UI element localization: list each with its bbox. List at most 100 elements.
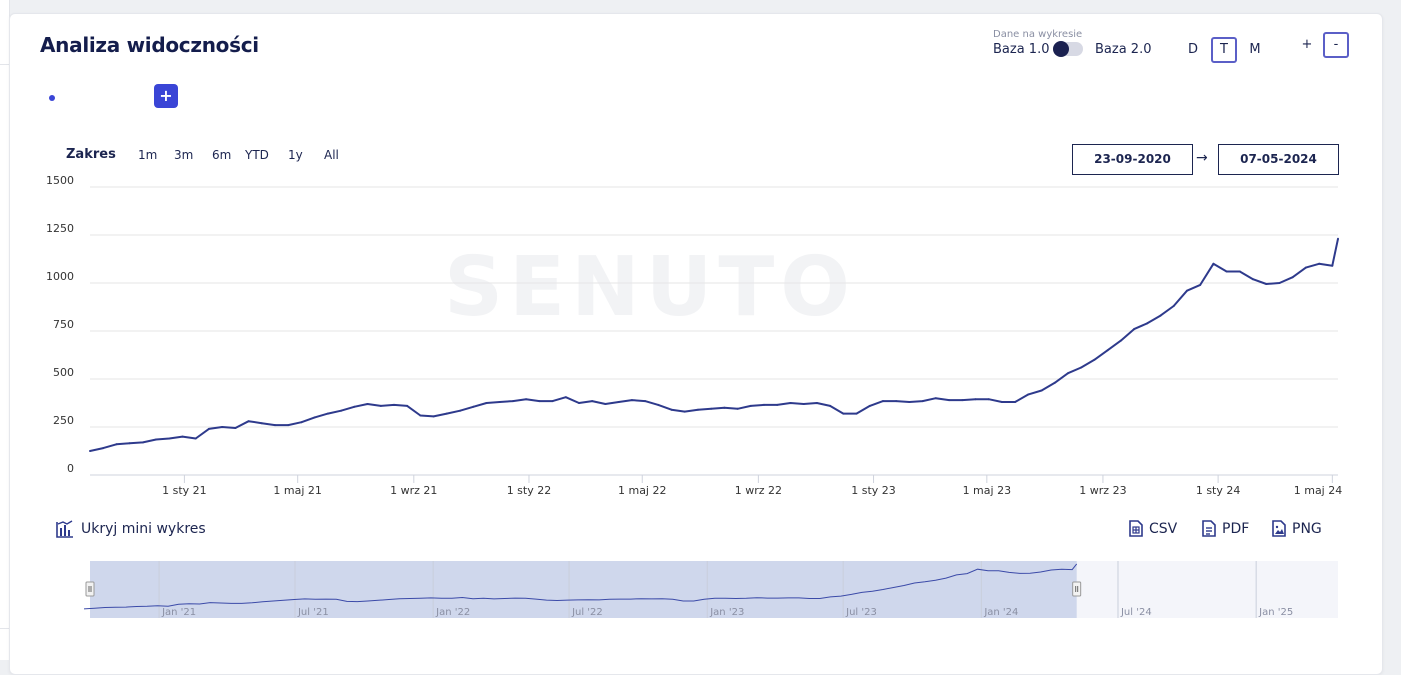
range-1y-button[interactable]: 1y [288,148,303,162]
data-point [432,415,435,418]
data-point [842,412,845,415]
data-point [89,450,91,452]
data-point [366,403,369,405]
data-point [379,404,382,407]
toggle-knob[interactable] [1053,41,1069,57]
data-point [1067,372,1069,375]
bar-chart-icon [56,520,73,538]
hide-mini-chart-button[interactable]: Ukryj mini wykres [55,519,206,539]
data-point [604,403,607,405]
data-point [393,403,395,406]
data-point [419,414,422,417]
data-point [1106,349,1109,352]
data-point [1014,401,1017,403]
data-point [855,412,858,415]
date-to-input[interactable]: 07-05-2024 [1218,144,1339,175]
data-point [1212,262,1215,265]
data-point [511,400,514,403]
data-point [234,427,237,429]
base-1-label: Baza 1.0 [993,42,1050,57]
data-point [300,421,303,424]
left-pane-divider [0,64,9,65]
data-point [578,402,580,404]
data-point [1304,266,1307,269]
range-label: Zakres [66,147,116,162]
zoom-out-button[interactable]: - [1323,32,1349,58]
data-point [551,400,554,403]
data-point [472,405,475,408]
data-point [644,400,647,403]
data-point [155,438,158,441]
export-csv-button[interactable]: CSV [1129,520,1177,537]
data-point [406,404,409,407]
data-point [128,442,131,445]
left-pane-divider [0,628,9,629]
export-csv-label: CSV [1149,520,1178,537]
data-point [1080,366,1083,369]
data-point [1172,305,1175,307]
zoom-in-button[interactable]: + [1301,37,1313,52]
data-point [326,412,329,415]
range-1m-button[interactable]: 1m [138,148,158,162]
range-6m-button[interactable]: 6m [212,148,232,162]
range-all-button[interactable]: All [324,148,339,162]
data-point [1000,401,1003,403]
data-point [340,409,343,412]
data-point [657,403,660,406]
data-point [1199,283,1202,286]
data-point [1291,276,1294,279]
granularity-week-button[interactable]: T [1211,37,1237,63]
y-tick-label: 500 [53,366,74,379]
data-point [1252,278,1254,281]
data-point [987,398,990,401]
csv-file-icon [1129,520,1143,537]
data-point [749,404,752,407]
range-3m-button[interactable]: 3m [174,148,194,162]
export-pdf-label: PDF [1222,520,1250,537]
granularity-month-button[interactable]: M [1249,42,1261,57]
data-point [194,437,197,440]
data-point [1318,262,1321,265]
date-from-input[interactable]: 23-09-2020 [1072,144,1193,175]
add-series-button[interactable]: + [154,84,178,108]
y-tick-label: 1500 [46,174,74,187]
data-point [1331,264,1334,267]
data-point [961,399,964,402]
export-pdf-button[interactable]: PDF [1202,520,1249,537]
range-ytd-button[interactable]: YTD [245,148,269,162]
data-point [207,427,210,430]
data-point [353,405,356,408]
data-point [1337,237,1339,240]
data-point [247,420,250,423]
x-tick-label: 1 sty 24 [1196,484,1241,497]
data-point [948,399,951,402]
x-tick-label: 1 maj 23 [963,484,1012,497]
data-point [141,441,144,444]
data-point [1225,270,1228,273]
x-tick-label: 1 maj 21 [273,484,322,497]
data-point [1146,322,1149,325]
data-point [617,401,620,403]
series-legend-dot [49,95,55,101]
data-point [934,397,937,400]
image-file-icon [1272,520,1286,537]
data-point [630,399,633,402]
data-source-caption: Dane na wykresie [993,29,1083,40]
data-point [1238,270,1241,273]
data-point [445,412,448,415]
granularity-day-button[interactable]: D [1187,42,1198,57]
data-point [459,409,462,412]
y-tick-label: 1000 [46,270,74,283]
export-png-label: PNG [1292,520,1322,537]
data-point [274,424,276,427]
data-point [1040,389,1043,392]
visibility-line-chart: SENUTO 0 250 500 750 1000 1250 1500 1 sty 21 1 ma… [46,174,1342,497]
data-point [908,401,911,403]
data-point [525,398,528,401]
data-point [710,407,713,410]
date-range-arrow: → [1196,150,1208,166]
data-point [1133,328,1136,331]
export-png-button[interactable]: PNG [1272,520,1322,537]
database-toggle[interactable] [1053,41,1083,57]
data-point [921,400,924,403]
